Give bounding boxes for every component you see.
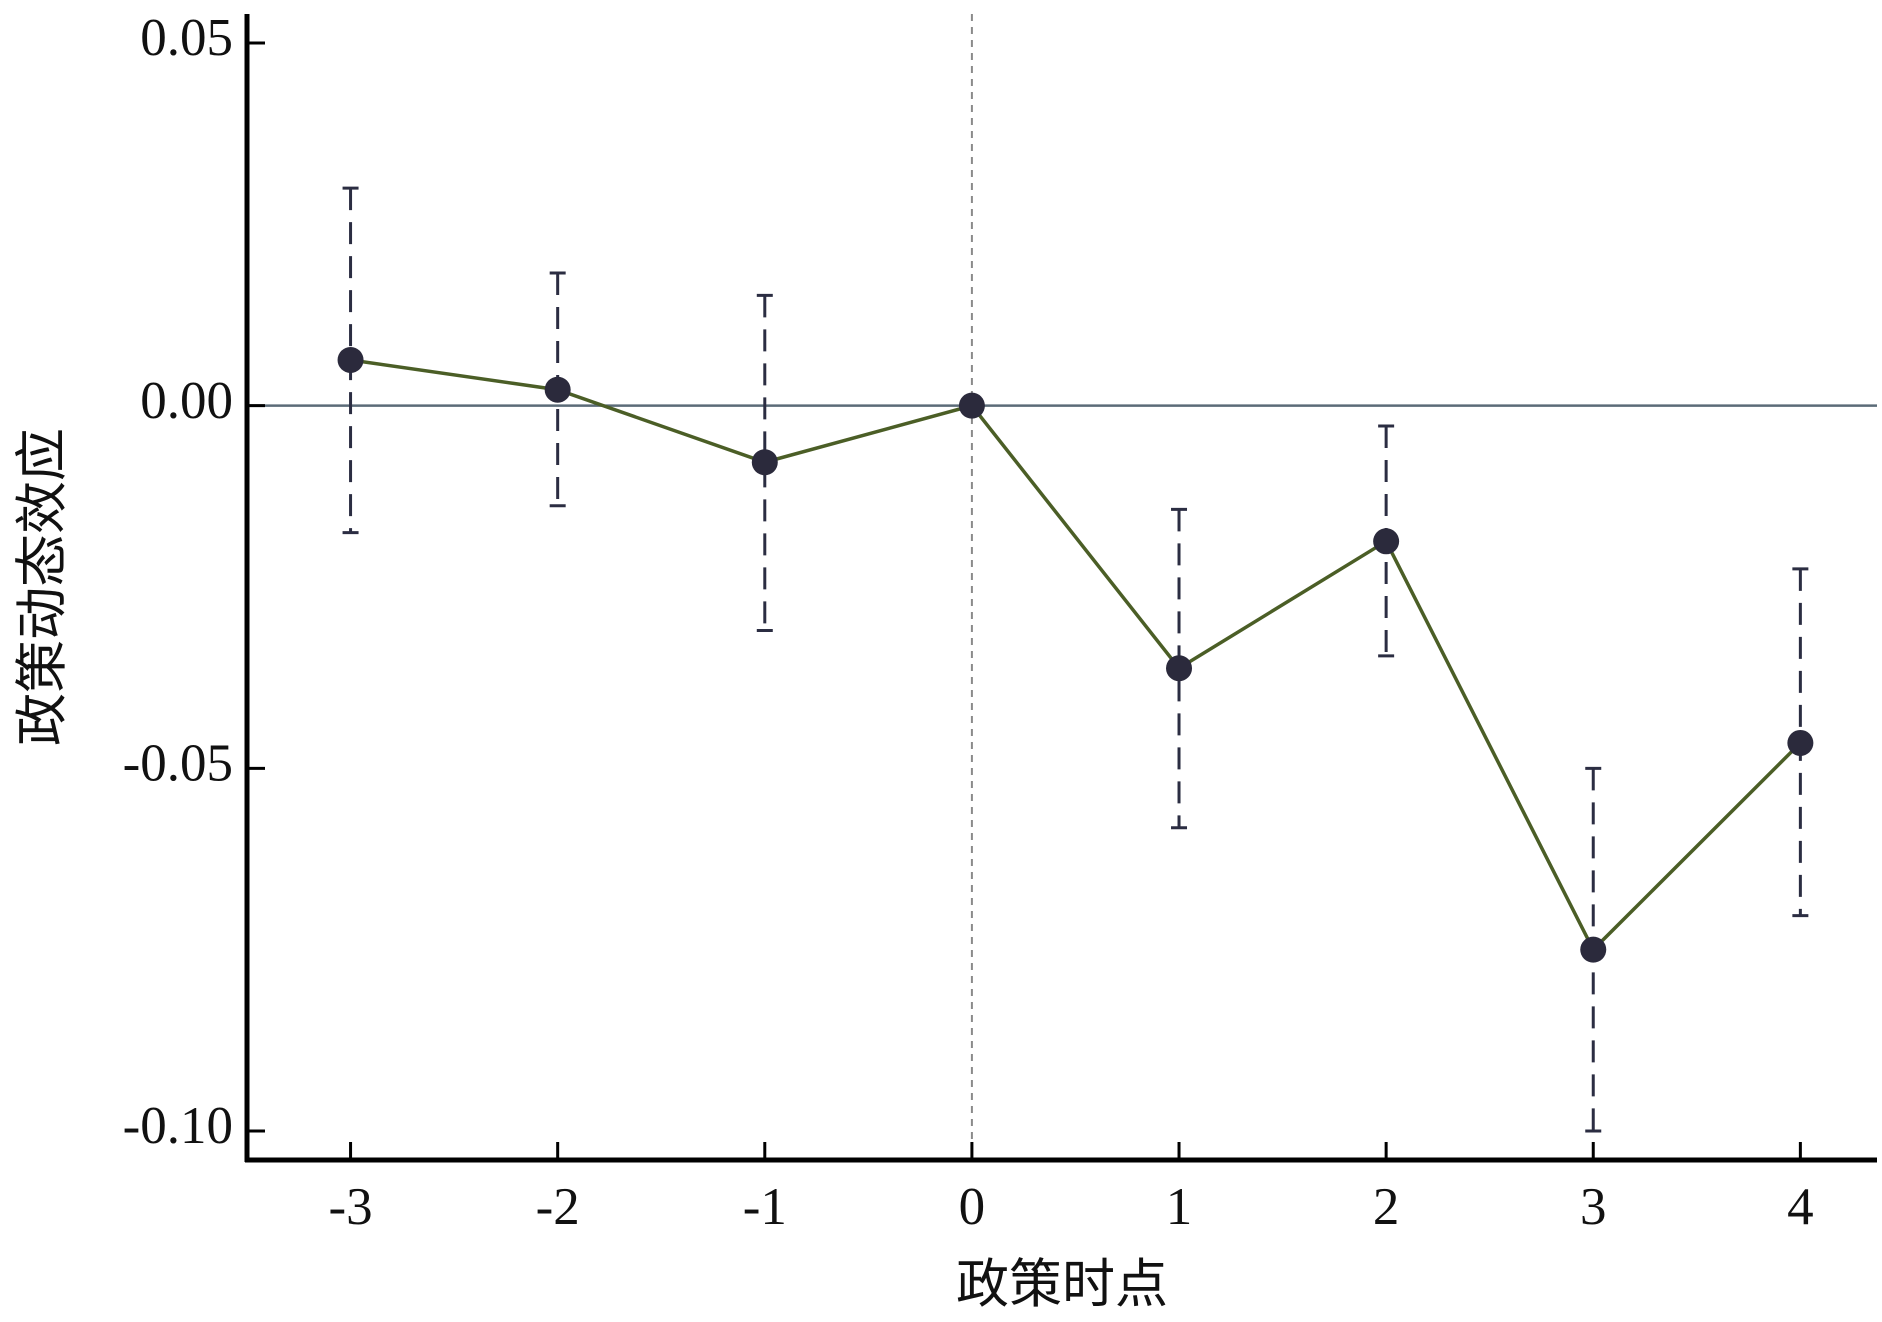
x-tick-label: 1 — [1166, 1178, 1193, 1236]
y-axis-label: 政策动态效应 — [14, 428, 72, 746]
error-bar — [1171, 507, 1188, 830]
x-tick-label: -3 — [328, 1178, 372, 1236]
point — [337, 346, 364, 373]
x-tick-label: -1 — [743, 1178, 787, 1236]
x-tick-label: 2 — [1373, 1178, 1400, 1236]
point — [1373, 528, 1400, 555]
x-tick-label: 4 — [1787, 1178, 1814, 1236]
point — [544, 376, 571, 403]
x-axis-label: 政策时点 — [956, 1256, 1168, 1314]
point — [1580, 936, 1607, 963]
error-bar — [756, 293, 773, 633]
point — [958, 392, 985, 419]
y-tick-label: -0.05 — [123, 734, 233, 792]
x-tick-label: 3 — [1580, 1178, 1607, 1236]
y-tick-label: 0.05 — [140, 9, 233, 67]
y-tick-label: 0.00 — [140, 372, 233, 430]
y-tick-label: -0.10 — [123, 1097, 233, 1155]
x-tick-label: 0 — [959, 1178, 986, 1236]
point — [751, 449, 778, 476]
point — [1166, 655, 1193, 682]
line — [350, 358, 1802, 953]
point — [1787, 729, 1814, 756]
x-tick-label: -2 — [536, 1178, 580, 1236]
